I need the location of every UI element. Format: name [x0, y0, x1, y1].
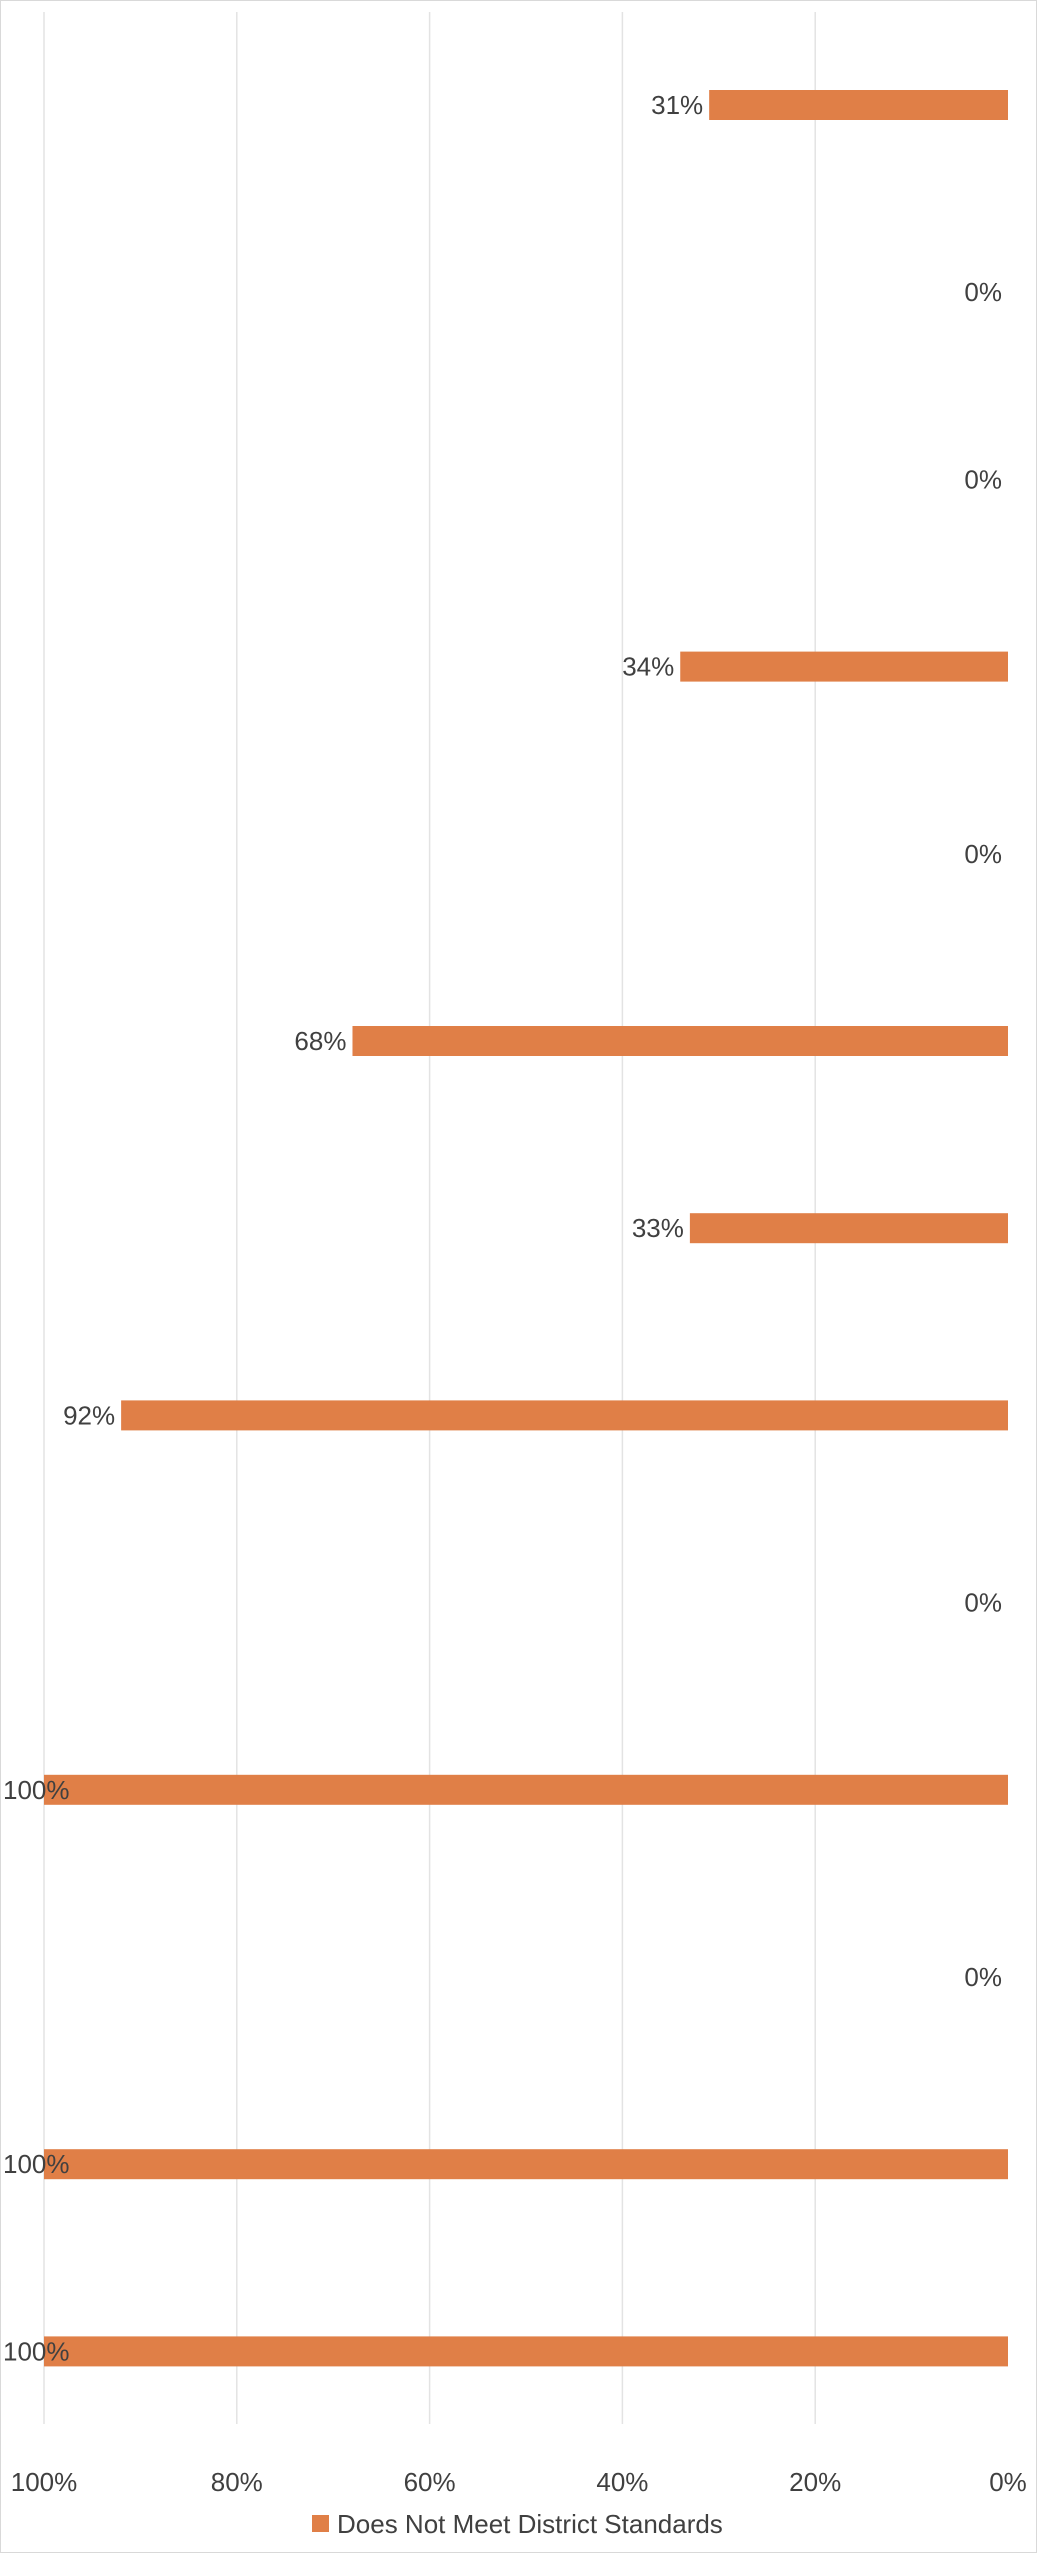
data-label: 68% — [294, 1026, 346, 1056]
bars — [44, 90, 1009, 2367]
legend-swatch — [312, 2515, 329, 2532]
data-label: 0% — [964, 839, 1002, 869]
legend: Does Not Meet District Standards — [312, 2509, 723, 2539]
data-label: 0% — [964, 277, 1002, 307]
data-label: 0% — [964, 464, 1002, 494]
x-axis-tick-labels: 0% 20% 40% 60% 80% 100% — [11, 2467, 1027, 2497]
x-tick-label: 60% — [404, 2467, 456, 2497]
data-label: 92% — [63, 1400, 115, 1430]
x-tick-label: 0% — [989, 2467, 1027, 2497]
bar — [121, 1400, 1009, 1431]
legend-label: Does Not Meet District Standards — [337, 2509, 723, 2539]
bar — [44, 1774, 1008, 1805]
bar — [709, 90, 1008, 120]
x-tick-label: 20% — [789, 2467, 841, 2497]
bar — [44, 2149, 1008, 2180]
gridlines — [43, 12, 816, 2424]
x-tick-label: 80% — [211, 2467, 263, 2497]
bar — [352, 1026, 1009, 1056]
bar — [680, 651, 1008, 682]
data-label: 100% — [3, 2336, 70, 2366]
data-label: 34% — [622, 652, 674, 682]
bar — [689, 1213, 1008, 1244]
x-tick-label: 100% — [11, 2467, 78, 2497]
x-tick-label: 40% — [596, 2467, 648, 2497]
data-label: 33% — [632, 1213, 684, 1243]
data-label: 0% — [964, 1588, 1002, 1618]
data-label: 100% — [3, 1775, 70, 1805]
data-label: 100% — [3, 2149, 70, 2179]
data-labels: 31% 0% 0% 34% 0% 68% 33% 92% 0% 100% 0% 100% 100% — [3, 90, 1002, 2366]
bar — [44, 2336, 1008, 2367]
data-label: 31% — [651, 90, 703, 120]
data-label: 0% — [964, 1962, 1002, 1992]
